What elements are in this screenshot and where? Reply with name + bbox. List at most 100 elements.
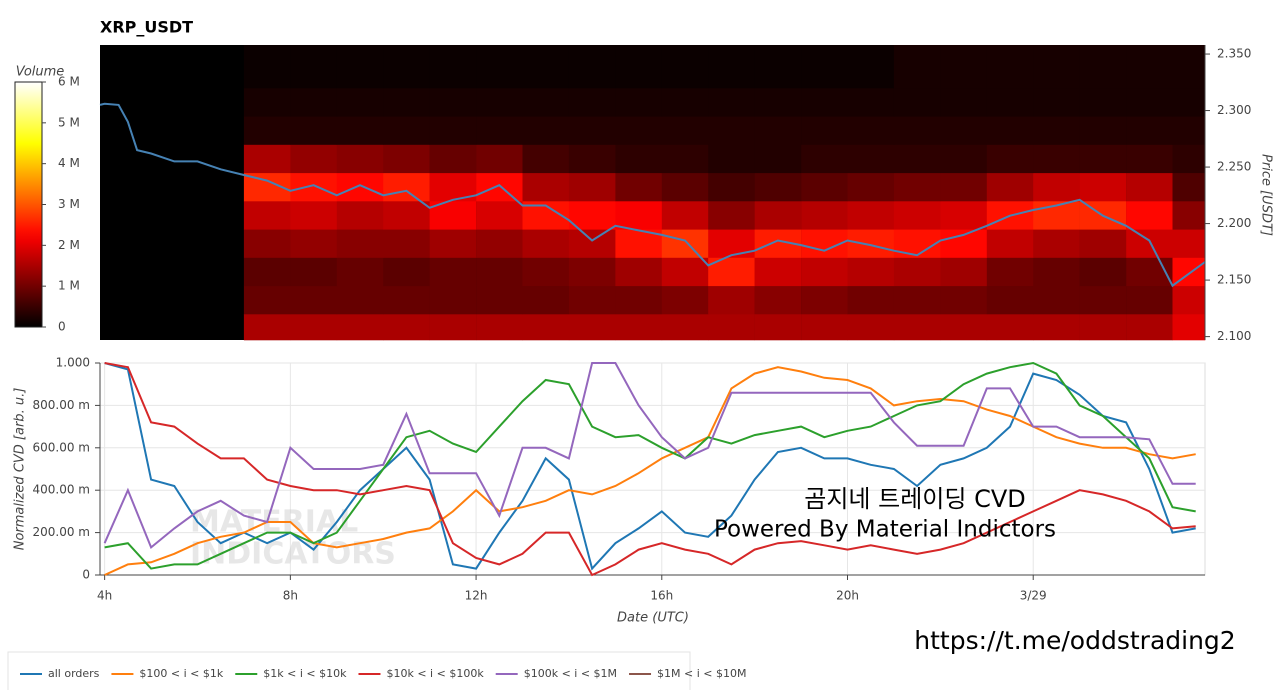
heatmap-cell [1172, 314, 1206, 341]
heatmap-cell [1172, 201, 1206, 230]
heatmap-cell [801, 172, 848, 202]
heatmap-cell [522, 116, 570, 145]
heatmap-cell [290, 229, 338, 258]
heatmap-cell [847, 285, 895, 315]
heatmap-cell [476, 45, 523, 89]
heatmap-cell [940, 88, 988, 117]
heatmap-cell [1079, 257, 1127, 287]
heatmap-cell [754, 285, 802, 315]
heatmap-cell [754, 144, 802, 174]
heatmap-cell [243, 257, 291, 287]
y-tick-label: 2.250 [1217, 160, 1251, 174]
heatmap-cell [429, 314, 477, 341]
heatmap-cell [476, 201, 523, 230]
heatmap-cell [893, 285, 941, 315]
overlay-text: Powered By Material Indictors [714, 517, 1056, 543]
heatmap-cell [568, 314, 616, 341]
heatmap-cell [940, 229, 988, 258]
heatmap-cell [986, 285, 1034, 315]
heatmap-cell [708, 201, 755, 230]
y-axis-label: Normalized CVD [arb. u.] [13, 388, 28, 551]
heatmap-cell [1172, 116, 1206, 145]
heatmap-cell [383, 257, 430, 287]
colorbar-tick-label: 5 M [58, 115, 80, 129]
heatmap-cell [801, 201, 848, 230]
heatmap-cell [476, 257, 523, 287]
heatmap-cell [1126, 88, 1173, 117]
heatmap-cell [615, 285, 663, 315]
heatmap-cell [847, 314, 895, 341]
y-tick-label: 800.00 m [33, 398, 91, 412]
heatmap-cell [290, 88, 338, 117]
heatmap-cell [429, 116, 477, 145]
heatmap-cell [568, 144, 616, 174]
heatmap-cell [940, 285, 988, 315]
colorbar [14, 81, 43, 328]
series-line [103, 362, 1196, 550]
heatmap-cell [336, 88, 384, 117]
heatmap-cell [754, 257, 802, 287]
legend-box [7, 651, 691, 690]
heatmap-cell [1033, 257, 1080, 287]
heatmap-cell [754, 201, 802, 230]
heatmap-cell [940, 314, 988, 341]
heatmap-cell [243, 144, 291, 174]
heatmap-cell [1079, 229, 1127, 258]
heatmap-cell [1033, 144, 1080, 174]
heatmap-cell [615, 314, 663, 341]
heatmap-cell [1079, 314, 1127, 341]
legend-label: $1M < i < $10M [657, 667, 746, 680]
x-tick-label: 8h [283, 589, 298, 603]
heatmap-cell [986, 229, 1034, 258]
heatmap-cell [893, 172, 941, 202]
heatmap-cell [615, 144, 663, 174]
heatmap-cell [243, 45, 291, 89]
heatmap-cell [893, 257, 941, 287]
heatmap-cell [383, 285, 430, 315]
heatmap-cell [615, 88, 663, 117]
heatmap-cell [568, 257, 616, 287]
y-tick-label: 2.200 [1217, 216, 1251, 230]
heatmap-cell [1172, 144, 1206, 174]
heatmap-cell [1172, 172, 1206, 202]
heatmap-cell [986, 314, 1034, 341]
heatmap-cell [1126, 285, 1173, 315]
heatmap-cell [336, 45, 384, 89]
heatmap-cell [290, 172, 338, 202]
heatmap-cell [1126, 144, 1173, 174]
heatmap-cell [847, 172, 895, 202]
y-tick-label: 2.100 [1217, 329, 1251, 343]
heatmap-cell [568, 116, 616, 145]
heatmap-cell [568, 45, 616, 89]
heatmap-cell [568, 285, 616, 315]
y-tick-label: 2.300 [1217, 103, 1251, 117]
heatmap-cell [661, 314, 709, 341]
heatmap-cell [290, 314, 338, 341]
heatmap-cell [476, 116, 523, 145]
heatmap-cell [708, 285, 755, 315]
heatmap-cell [615, 172, 663, 202]
colorbar-label: Volume [16, 65, 65, 80]
heatmap-cell [754, 314, 802, 341]
heatmap-cell [708, 88, 755, 117]
heatmap-cell [1033, 116, 1080, 145]
heatmap-cell [1126, 229, 1173, 258]
y-tick-label: 0 [82, 568, 90, 582]
overlay-text: 곰지네 트레이딩 CVD [804, 485, 1025, 513]
heatmap-cell [290, 257, 338, 287]
heatmap-cell [1079, 144, 1127, 174]
y-axis-label: Price [USDT] [1259, 154, 1274, 236]
heatmap-cell [383, 229, 430, 258]
heatmap-cell [522, 285, 570, 315]
heatmap-cell [1033, 285, 1080, 315]
heatmap-cell [615, 45, 663, 89]
heatmap-cell [847, 116, 895, 145]
heatmap-cell [661, 201, 709, 230]
heatmap-cell [522, 172, 570, 202]
heatmap-cell [336, 172, 384, 202]
heatmap-cell [429, 257, 477, 287]
link-text: https://t.me/oddstrading2 [914, 626, 1235, 655]
heatmap-cell [1126, 172, 1173, 202]
heatmap-cell [383, 88, 430, 117]
